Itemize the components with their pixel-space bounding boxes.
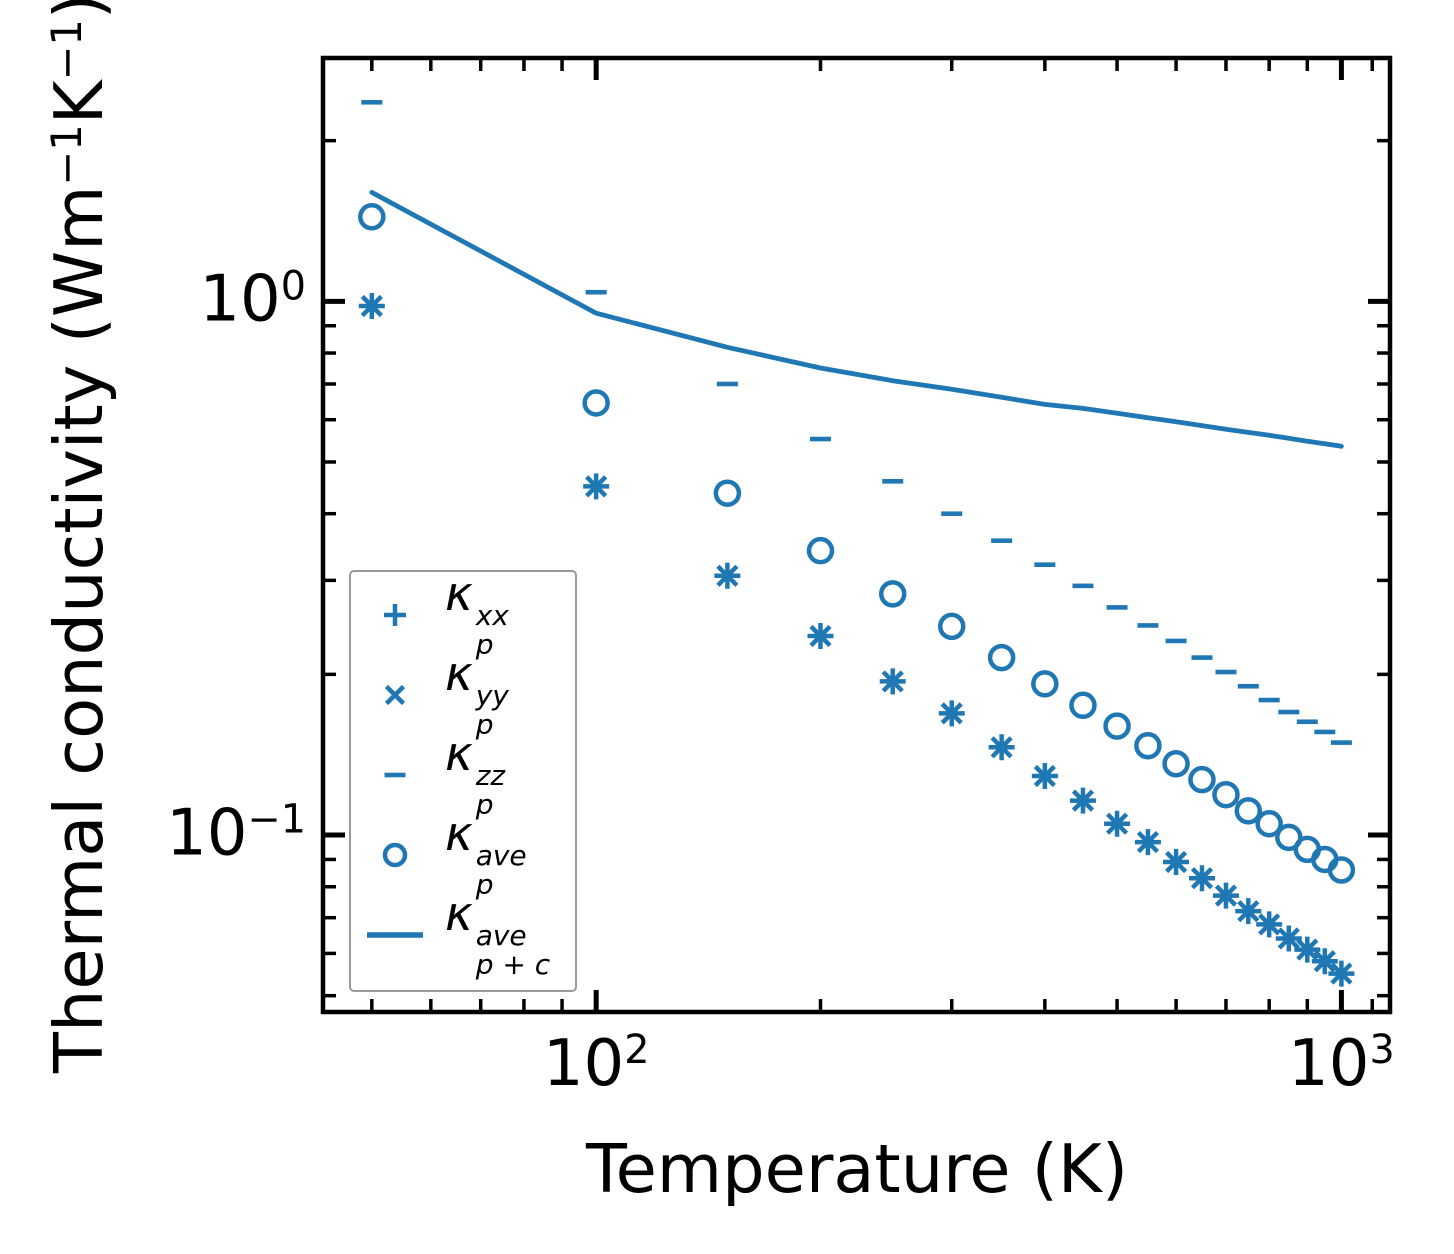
line-marker-icon	[367, 932, 423, 938]
legend-superscript: zz	[475, 758, 506, 792]
legend-subscript: p	[475, 868, 494, 901]
cross-marker-icon	[384, 684, 406, 706]
x-axis-title: Temperature (K)	[586, 1130, 1128, 1208]
y-tick-label: 10−1	[166, 796, 306, 871]
series-kappa-p-plus-c-ave	[369, 189, 1344, 449]
legend-subscript: p + c	[475, 948, 551, 981]
kappa-symbol: κ	[445, 726, 473, 782]
y-axis-title-text: )	[40, 0, 119, 20]
kappa-symbol: κ	[445, 566, 473, 622]
axes-spines	[320, 55, 1393, 1015]
kappa-symbol: κ	[445, 886, 473, 942]
legend: κ xx p κ yy p κ zz p κ ave p κ ave p + c	[349, 570, 577, 992]
legend-label: κ xx p	[445, 571, 509, 660]
x-tick-label: 102	[542, 1027, 650, 1101]
legend-entry-zz: κ zz p	[355, 731, 565, 819]
legend-subscript: p	[475, 628, 494, 661]
legend-superscript: ave	[475, 918, 527, 952]
legend-supsub: yy p	[475, 678, 509, 741]
series-kappa-p-zz	[361, 99, 1352, 745]
legend-entry-xx: κ xx p	[355, 571, 565, 659]
y-axis-title-text: K	[40, 80, 119, 125]
series-kappa-p-yy	[360, 294, 1353, 985]
y-axis-title-text: Thermal conductivity (Wm	[40, 185, 119, 1073]
legend-label: κ ave p + c	[445, 891, 550, 980]
legend-superscript: xx	[475, 598, 509, 632]
legend-subscript: p	[475, 708, 494, 741]
legend-label: κ yy p	[445, 651, 509, 740]
legend-supsub: ave p	[475, 838, 527, 901]
y-tick-label: 100	[199, 263, 306, 338]
y-axis-title-sup: −1	[42, 19, 92, 81]
plus-marker-icon	[384, 604, 406, 626]
kappa-symbol: κ	[445, 646, 473, 702]
y-axis-title-sup: −1	[42, 124, 92, 186]
kappa-symbol: κ	[445, 806, 473, 862]
dash-marker-icon	[384, 772, 406, 778]
legend-entry-yy: κ yy p	[355, 651, 565, 739]
legend-subscript: p	[475, 788, 494, 821]
legend-supsub: xx p	[475, 598, 509, 661]
legend-superscript: yy	[475, 678, 509, 712]
legend-entry-ave: κ ave p	[355, 811, 565, 899]
legend-supsub: zz p	[475, 758, 506, 821]
legend-superscript: ave	[475, 838, 527, 872]
series-kappa-p-ave	[358, 203, 1356, 884]
x-tick-label: 103	[1288, 1027, 1395, 1101]
circle-marker-icon	[382, 842, 408, 868]
legend-supsub: ave p + c	[475, 918, 551, 981]
legend-label: κ zz p	[445, 731, 505, 820]
legend-label: κ ave p	[445, 811, 527, 900]
y-axis-title: Thermal conductivity (Wm−1K−1)	[40, 0, 119, 1073]
legend-entry-ave-p-c: κ ave p + c	[355, 891, 565, 979]
